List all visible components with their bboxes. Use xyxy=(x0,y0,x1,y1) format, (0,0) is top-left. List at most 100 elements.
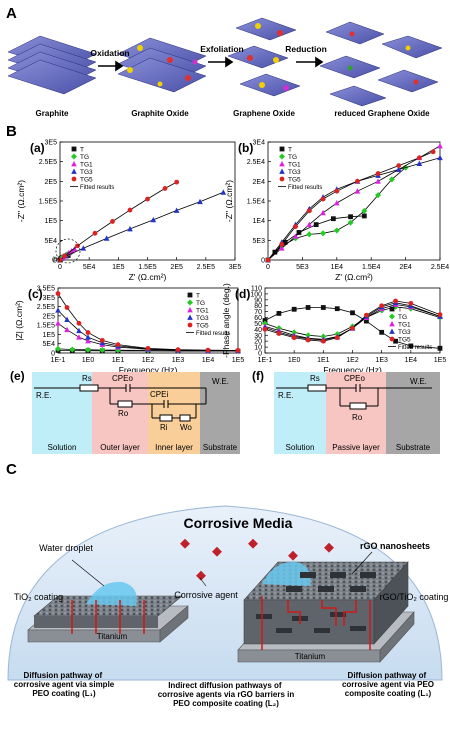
region-label-substrate-f: Substrate xyxy=(396,443,431,452)
y-tick-label-d: 10 xyxy=(254,345,262,352)
marker-TG5 xyxy=(115,342,121,348)
step-label-reduction: Reduction xyxy=(285,44,327,54)
marker-TG5 xyxy=(320,338,326,344)
legend-marker-TG5 xyxy=(71,176,77,182)
x-tick-label-c: 1E1 xyxy=(112,357,125,364)
y-tick-label-c: 1E5 xyxy=(43,332,56,339)
corrosive-media-title: Corrosive Media xyxy=(184,515,293,531)
circuit-e-ri: Ri xyxy=(160,423,168,432)
caption-line: PEO coating (L₁) xyxy=(32,689,96,698)
legend-label-fitted: Fitted results xyxy=(288,185,322,191)
corrosive-agent-leader xyxy=(199,577,207,587)
y-axis-title-c: |Z| (Ω.cm²) xyxy=(14,300,24,341)
legend-marker-TG3 xyxy=(187,314,193,320)
y-tick-label-d: 30 xyxy=(254,333,262,340)
marker-T xyxy=(364,318,369,324)
legend-marker-TG5 xyxy=(187,322,193,328)
legend-label-TG1: TG1 xyxy=(196,308,209,315)
caption-line: composite coating (L₁) xyxy=(345,689,432,698)
x-axis-title-d: Frequency (Hz) xyxy=(323,365,382,375)
x-tick-label-c: 1E5 xyxy=(232,357,245,364)
marker-TG3 xyxy=(80,245,87,251)
marker-TG xyxy=(306,231,313,238)
marker-TG5 xyxy=(99,337,105,343)
marker-TG1 xyxy=(354,188,361,194)
marker-TG3 xyxy=(103,235,110,241)
x-tick-label-a: 0 xyxy=(58,264,62,271)
marker-TG3 xyxy=(197,198,203,205)
y-tick-label-c: 1.5E5 xyxy=(37,323,55,330)
marker-TG5 xyxy=(75,243,80,249)
legend-marker-TG xyxy=(71,153,77,160)
marker-TG5 xyxy=(334,335,340,341)
marker-TG3 xyxy=(85,334,91,340)
marker-TG5 xyxy=(279,241,285,247)
marker-TG1 xyxy=(64,326,70,333)
x-tick-label-a: 1.5E5 xyxy=(138,264,156,271)
marker-T xyxy=(350,310,355,316)
x-tick-label-b: 0 xyxy=(266,264,270,271)
legend-marker-T xyxy=(187,292,193,298)
y-tick-label-d: 0 xyxy=(258,351,262,358)
marker-TG1 xyxy=(55,320,61,326)
legend-label-TG1: TG1 xyxy=(398,322,411,329)
x-tick-label-c: 1E0 xyxy=(82,357,95,364)
y-tick-label-b: 0 xyxy=(261,258,265,265)
step-label-oxidation: Oxidation xyxy=(90,48,129,58)
circuit-e-we: W.E. xyxy=(212,377,229,386)
panel-label-b: (b) xyxy=(238,141,253,155)
marker-TG5 xyxy=(355,178,360,184)
legend-marker-TG3 xyxy=(279,168,285,174)
marker-TG5 xyxy=(379,303,385,309)
region-substrate-f xyxy=(386,372,440,454)
legend-label-TG5: TG5 xyxy=(288,177,301,184)
marker-TG5 xyxy=(235,348,241,353)
circuit-f-re: R.E. xyxy=(278,391,294,400)
y-axis-title-a: -Z'' (Ω.cm²) xyxy=(16,180,26,222)
x-tick-label-a: 1E5 xyxy=(112,264,125,271)
marker-TG5 xyxy=(76,320,82,326)
caption-line: PEO composite coating (L₂) xyxy=(173,699,279,708)
marker-TG5 xyxy=(408,300,414,306)
panel-label-b: B xyxy=(6,123,17,140)
x-axis-title-a: Z' (Ω.cm²) xyxy=(129,272,167,282)
circuit-f-rs: Rs xyxy=(310,374,320,383)
circuit-e-label: (e) xyxy=(10,369,25,383)
corrosive-agent-label: Corrosive agent xyxy=(174,590,238,600)
marker-TG5 xyxy=(265,257,271,263)
marker-TG xyxy=(69,346,76,353)
marker-TG5 xyxy=(306,208,312,214)
chart-c-bode-impedance: 1E-1 1E0 1E1 1E2 1E3 1E4 1E5 0 5E4 1E5 1.5E5 2E5 2.5… xyxy=(14,286,244,376)
legend-marker-TG1 xyxy=(279,161,285,167)
y-tick-label-d: 80 xyxy=(254,303,262,310)
caption-left: Diffusion pathway of corrosive agent via… xyxy=(14,671,115,698)
marker-TG1 xyxy=(278,245,285,251)
process-arrows xyxy=(98,56,324,72)
legend-marker-TG5 xyxy=(389,336,395,342)
marker-T xyxy=(330,216,336,222)
legend-label-T: T xyxy=(196,293,200,300)
stage-label-rgo: reduced Graphene Oxide xyxy=(334,109,430,118)
marker-TG xyxy=(320,230,327,237)
rgo-leader xyxy=(351,551,373,575)
marker-T xyxy=(361,213,367,219)
marker-TG3 xyxy=(150,216,157,223)
circuit-e: (e) R.E. xyxy=(10,369,240,454)
graphite-oxide-illustration xyxy=(117,37,207,93)
legend-marker-TG3 xyxy=(71,168,77,174)
circuit-e-re: R.E. xyxy=(36,391,52,400)
y-tick-label-d: 50 xyxy=(254,321,262,328)
marker-TG5 xyxy=(375,171,381,176)
marker-TG xyxy=(375,192,382,199)
marker-TG5 xyxy=(430,149,436,155)
legend-marker-TG xyxy=(279,153,285,160)
region-label-outer-e: Outer layer xyxy=(100,443,140,452)
marker-TG5 xyxy=(92,230,98,236)
caption-line: corrosive agents via rGO barriers in xyxy=(158,690,295,699)
legend-marker-TG xyxy=(187,299,193,306)
y-tick-label-d: 100 xyxy=(250,291,262,298)
x-tick-label-b: 2.5E4 xyxy=(431,264,449,271)
y-tick-label-a: 0 xyxy=(53,258,57,265)
marker-TG5 xyxy=(162,186,168,191)
legend-label-T: T xyxy=(288,147,292,154)
